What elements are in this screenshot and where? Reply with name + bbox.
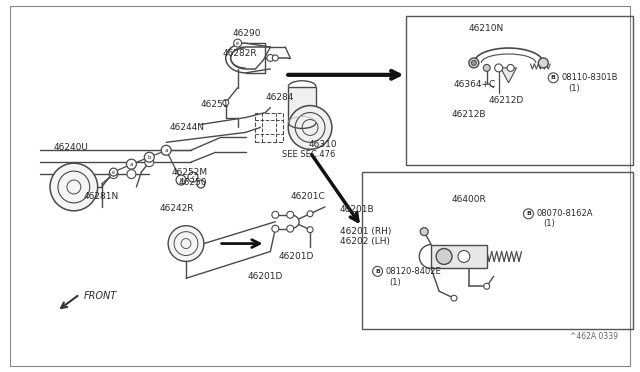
Circle shape [176,175,186,185]
Circle shape [372,266,383,276]
Circle shape [272,225,279,232]
Circle shape [287,211,294,218]
Text: 46284: 46284 [266,93,294,102]
Text: 46252M: 46252M [171,168,207,177]
Text: 08070-8162A: 08070-8162A [536,209,593,218]
Text: (1): (1) [543,219,555,228]
Text: 46282R: 46282R [223,48,257,58]
Circle shape [127,170,136,179]
Circle shape [272,211,279,218]
Circle shape [161,145,171,155]
Text: 46244N: 46244N [169,123,204,132]
Bar [406,16,633,165]
Circle shape [288,106,332,149]
Text: B: B [526,211,531,216]
Text: SEE SEC.476: SEE SEC.476 [282,150,335,159]
Text: 46201 (RH): 46201 (RH) [340,227,391,236]
Circle shape [538,58,548,68]
Circle shape [548,73,558,83]
Circle shape [50,163,98,211]
Circle shape [162,146,171,155]
Text: 46310: 46310 [308,140,337,149]
Bar [288,87,316,122]
Circle shape [436,248,452,264]
Text: b: b [148,155,151,160]
Circle shape [197,180,205,188]
Text: 46250: 46250 [179,177,207,186]
Circle shape [483,64,490,71]
Circle shape [307,227,313,232]
Circle shape [472,60,476,65]
Text: 46212D: 46212D [489,96,524,105]
Text: (1): (1) [390,278,401,287]
Circle shape [145,152,154,162]
Text: 46251: 46251 [201,100,229,109]
Polygon shape [500,68,516,83]
Text: 46240U: 46240U [54,143,89,152]
Bar [431,244,487,268]
Circle shape [109,170,118,179]
Circle shape [524,209,533,219]
Circle shape [145,158,154,167]
Text: 46202 (LH): 46202 (LH) [340,237,390,246]
Text: 46364+C: 46364+C [454,80,496,89]
Bar [362,172,633,329]
Text: e: e [236,41,239,46]
Text: FRONT: FRONT [84,291,117,301]
Circle shape [287,225,294,232]
Text: a: a [130,162,133,167]
Circle shape [469,58,479,68]
Circle shape [223,100,228,106]
Text: a: a [164,148,168,153]
Text: 46212B: 46212B [452,110,486,119]
Circle shape [273,55,278,61]
Text: b: b [179,177,183,183]
Text: 46201B: 46201B [340,205,374,214]
Circle shape [507,64,514,71]
Text: 46242R: 46242R [159,204,194,213]
Text: B: B [375,269,380,274]
Circle shape [267,54,274,61]
Text: (1): (1) [568,84,580,93]
Circle shape [307,211,313,217]
Circle shape [234,39,241,47]
Bar [255,113,284,142]
Circle shape [451,295,457,301]
Text: e: e [112,170,115,174]
Circle shape [484,283,490,289]
Circle shape [420,228,428,235]
Circle shape [458,250,470,262]
Text: 46281N: 46281N [84,192,119,201]
Text: 46210N: 46210N [469,24,504,33]
Text: 46201D: 46201D [278,252,314,261]
Circle shape [495,64,502,72]
Text: 46290: 46290 [233,29,261,38]
Circle shape [168,226,204,262]
Text: 46201D: 46201D [248,272,283,281]
Text: 08110-8301B: 08110-8301B [561,73,618,82]
Text: B: B [551,75,556,80]
Text: 08120-8402E: 08120-8402E [385,267,441,276]
Text: c: c [191,174,195,180]
Text: 46400R: 46400R [452,195,487,204]
Circle shape [127,159,136,169]
Text: 46201C: 46201C [290,192,325,201]
Text: ^462A 0339: ^462A 0339 [570,332,618,341]
Circle shape [109,168,118,176]
Circle shape [188,172,198,182]
